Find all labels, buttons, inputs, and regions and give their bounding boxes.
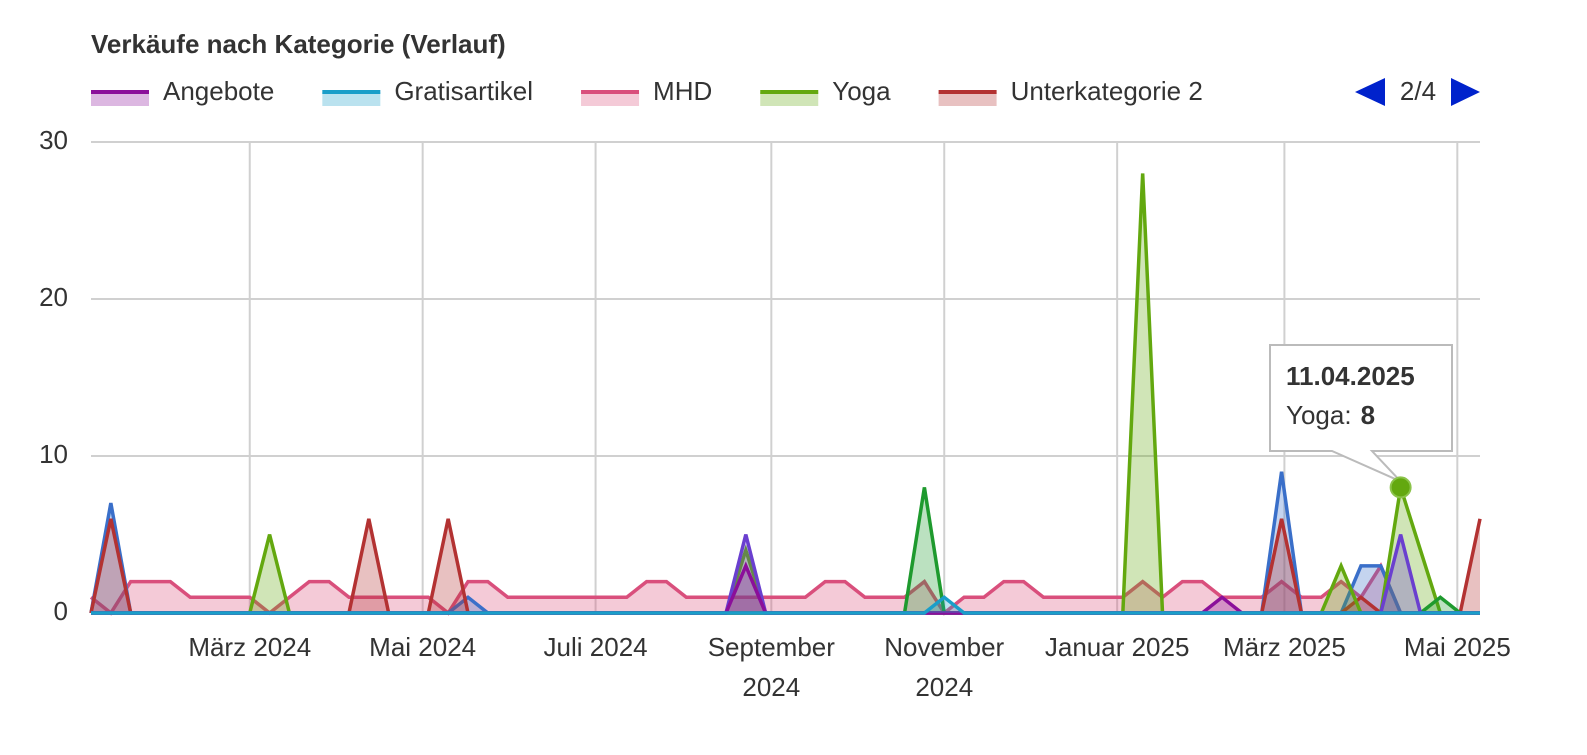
tooltip-label: Yoga: xyxy=(1286,400,1352,430)
y-tick-label: 0 xyxy=(54,596,68,626)
chart-title: Verkäufe nach Kategorie (Verlauf) xyxy=(91,29,506,59)
y-tick-label: 30 xyxy=(39,125,68,155)
x-tick-label: Juli 2024 xyxy=(544,632,648,662)
series-area xyxy=(91,518,1480,613)
legend-swatch-fill xyxy=(938,92,997,106)
legend-label[interactable]: Angebote xyxy=(163,76,274,106)
tooltip-box xyxy=(1269,344,1453,483)
series-area xyxy=(91,565,1480,613)
x-tick-label: März 2025 xyxy=(1223,632,1346,662)
legend-swatch-fill xyxy=(581,92,640,106)
y-tick-label: 10 xyxy=(39,439,68,469)
x-tick-label: Mai 2025 xyxy=(1404,632,1511,662)
series-line xyxy=(91,595,1480,615)
legend-prev[interactable] xyxy=(1355,78,1385,106)
series-line xyxy=(89,562,1480,616)
x-tick-label: September 2024 xyxy=(708,632,836,702)
x-tick-label: Januar 2025 xyxy=(1045,632,1190,662)
legend-swatch-fill xyxy=(322,92,381,106)
x-tick-label: März 2024 xyxy=(188,632,311,662)
legend-page: 2/4 xyxy=(1400,76,1436,106)
legend-label[interactable]: Gratisartikel xyxy=(394,76,533,106)
legend-label[interactable]: MHD xyxy=(653,76,712,106)
x-tick-label: November 2024 xyxy=(884,632,1004,702)
legend-next[interactable] xyxy=(1451,78,1480,106)
legend-label[interactable]: Yoga xyxy=(832,76,891,106)
legend-swatch-fill xyxy=(760,92,819,106)
series-area xyxy=(91,173,1480,613)
tooltip-value: 8 xyxy=(1361,400,1375,430)
hover-point xyxy=(1389,476,1412,499)
legend-label[interactable]: Unterkategorie 2 xyxy=(1011,76,1203,106)
y-tick-label: 20 xyxy=(39,282,68,312)
x-tick-label: Mai 2024 xyxy=(369,632,476,662)
legend-swatch-fill xyxy=(91,92,149,106)
tooltip-date: 11.04.2025 xyxy=(1286,361,1415,391)
